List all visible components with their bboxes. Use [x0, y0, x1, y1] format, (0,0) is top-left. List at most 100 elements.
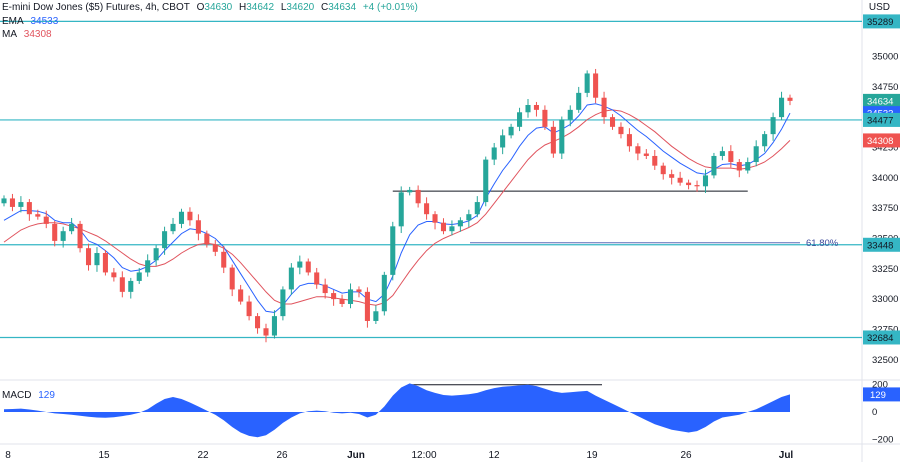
- candle-body: [204, 233, 210, 245]
- macd-tick-label: 0: [872, 407, 877, 418]
- candle-body: [601, 97, 607, 118]
- candle: [246, 295, 252, 321]
- macd-area: [4, 383, 790, 438]
- candle-body: [9, 198, 15, 207]
- candle: [669, 169, 675, 185]
- ma-legend[interactable]: MA 34308: [2, 29, 56, 40]
- price-tick-label: 34000: [872, 173, 898, 184]
- candle: [212, 240, 218, 257]
- candle: [677, 171, 683, 186]
- candle-body: [18, 202, 24, 207]
- candle: [643, 149, 649, 159]
- candle-body: [221, 251, 227, 268]
- candle: [94, 247, 100, 272]
- candle-body: [407, 189, 413, 193]
- candle: [52, 220, 58, 247]
- candle: [85, 243, 92, 271]
- candle: [576, 86, 582, 113]
- candle: [339, 294, 345, 308]
- macd-value-badge: 129: [863, 387, 900, 402]
- candle: [702, 169, 709, 193]
- candle-body: [43, 216, 49, 224]
- candle-body: [626, 134, 632, 147]
- candle-body: [288, 267, 294, 290]
- candle-body: [305, 261, 311, 273]
- candle: [491, 142, 497, 166]
- candle: [525, 99, 531, 118]
- candle-body: [60, 231, 66, 241]
- candle: [364, 287, 370, 328]
- candle-body: [162, 231, 168, 249]
- price-badge-label: 33448: [867, 240, 893, 251]
- candle-body: [449, 226, 455, 232]
- candle: [694, 180, 700, 192]
- candle: [398, 186, 404, 234]
- candle: [331, 290, 337, 306]
- candle: [550, 120, 556, 158]
- candle-body: [508, 126, 514, 136]
- candle-body: [255, 316, 261, 329]
- candle-body: [347, 289, 354, 304]
- macd-badge-label: 129: [870, 390, 886, 401]
- candle: [356, 286, 362, 298]
- price-tick-label: 33250: [872, 264, 898, 275]
- candle-body: [702, 175, 709, 187]
- candle: [508, 123, 514, 139]
- price-badge-bg: [863, 14, 900, 29]
- candle-body: [618, 126, 624, 135]
- candle-body: [466, 214, 472, 221]
- candle: [736, 158, 742, 178]
- candle: [601, 91, 607, 124]
- candle: [457, 217, 463, 232]
- time-tick-label: 26: [276, 450, 288, 461]
- macd-legend[interactable]: MACD 129: [2, 390, 59, 401]
- symbol-title[interactable]: E-mini Dow Jones ($5) Futures, 4h, CBOT: [2, 2, 190, 13]
- candle-body: [677, 177, 683, 183]
- macd-badge-bg: [863, 387, 900, 402]
- candle: [347, 283, 354, 309]
- candle: [271, 310, 277, 339]
- candle: [584, 70, 590, 98]
- macd-label: MACD: [2, 390, 32, 401]
- price-badge-ma: 34308: [863, 133, 900, 148]
- ema-value: 34533: [30, 16, 59, 27]
- candle-body: [686, 182, 692, 186]
- candle: [221, 245, 227, 274]
- candle: [263, 323, 269, 343]
- candle: [43, 210, 49, 229]
- candle-body: [69, 223, 75, 232]
- candle-body: [559, 119, 565, 154]
- candle-body: [424, 203, 430, 215]
- candle: [60, 226, 66, 248]
- candle: [652, 150, 658, 170]
- candle-body: [719, 151, 725, 156]
- time-tick-label: 19: [586, 450, 598, 461]
- candle: [753, 140, 759, 167]
- candle: [314, 267, 320, 289]
- chart-header: E-mini Dow Jones ($5) Futures, 4h, CBOT …: [2, 2, 422, 13]
- candle: [415, 185, 421, 208]
- candle: [238, 284, 244, 305]
- candle: [660, 162, 666, 180]
- time-tick-label: Jul: [779, 450, 794, 461]
- time-tick-label: 8: [5, 450, 11, 461]
- candle: [728, 145, 734, 168]
- price-badge-level: 34477: [863, 112, 900, 127]
- candle-body: [635, 146, 641, 154]
- ema-line: [3, 103, 791, 314]
- candle: [779, 91, 785, 121]
- candle: [711, 152, 717, 179]
- time-tick-label: 15: [98, 450, 110, 461]
- candle: [500, 129, 506, 155]
- candle: [466, 209, 472, 227]
- ma-label: MA: [2, 29, 17, 40]
- candle: [1, 195, 7, 207]
- candle-body: [491, 147, 497, 160]
- fib-level-label: 61.80%: [806, 238, 839, 249]
- candle: [178, 208, 185, 229]
- ema-legend[interactable]: EMA 34533: [2, 16, 62, 27]
- candle: [533, 101, 539, 117]
- candle-body: [187, 211, 193, 221]
- candle-body: [669, 174, 675, 178]
